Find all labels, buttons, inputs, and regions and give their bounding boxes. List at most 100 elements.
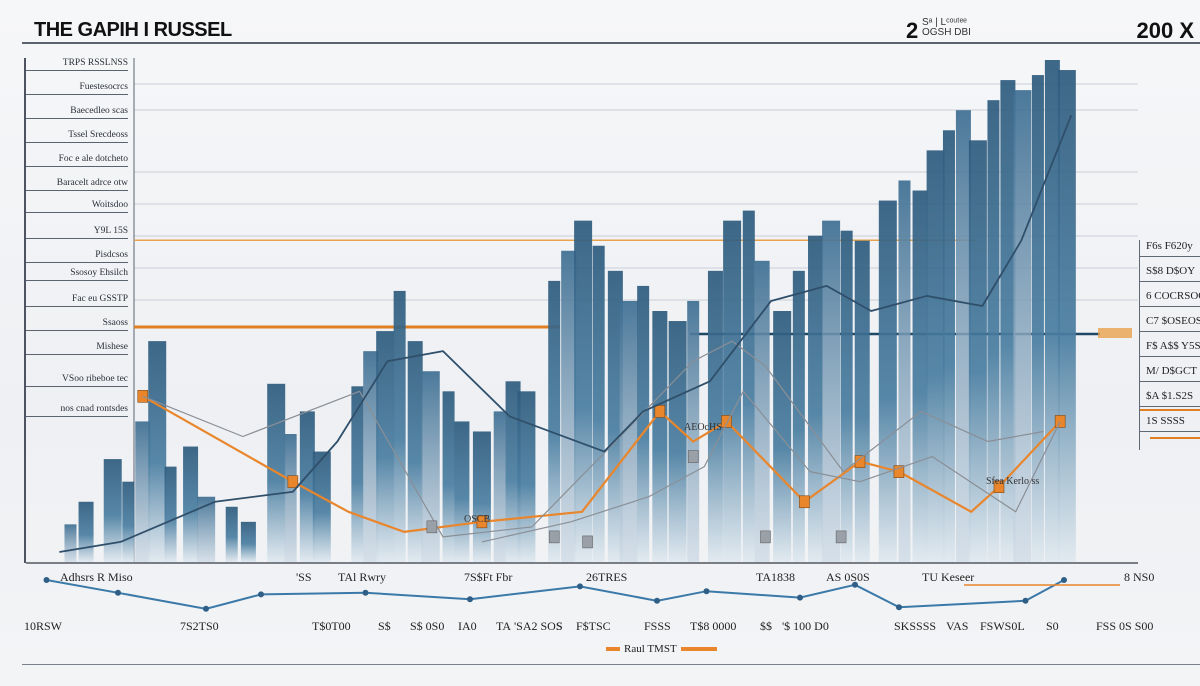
bar xyxy=(898,180,911,563)
bar xyxy=(312,451,331,562)
mini-series-point xyxy=(362,589,369,596)
bottom-label: T$0T00 xyxy=(312,619,351,633)
reference-marker xyxy=(1098,328,1132,338)
bar xyxy=(854,240,870,562)
left-tick-label: Pisdcsos xyxy=(95,250,128,260)
right-tick-label: F$ A$$ Y5S xyxy=(1146,340,1200,352)
left-tick-mark xyxy=(26,212,128,213)
right-tick-label: F6s F620y xyxy=(1146,240,1193,252)
bar xyxy=(926,150,945,563)
mini-series-point xyxy=(203,605,209,612)
mini-series-point xyxy=(896,604,902,611)
bottom-label: VAS xyxy=(946,619,969,633)
bottom-label: 'SA2 SOS xyxy=(514,619,563,633)
left-tick-mark xyxy=(26,118,128,119)
bottom-label: TA xyxy=(496,619,512,633)
right-tick-mark xyxy=(1140,281,1200,282)
bar xyxy=(183,446,199,562)
left-tick-label: Baecedleo scas xyxy=(70,106,128,116)
bar xyxy=(197,496,216,562)
bar xyxy=(393,290,406,562)
header-sub-line-2: OGSH DBI xyxy=(922,27,971,38)
bottom-label: S$ xyxy=(378,619,391,633)
bar xyxy=(574,220,593,562)
bar xyxy=(607,270,623,562)
data-point xyxy=(287,475,299,488)
left-tick-mark xyxy=(26,142,128,143)
x-tick-label: 26TRES xyxy=(586,570,628,584)
data-point xyxy=(654,405,666,418)
series-line xyxy=(481,390,1061,543)
x-tick-label: AS 0S0S xyxy=(826,570,870,584)
bar xyxy=(968,140,987,562)
left-tick-mark xyxy=(26,94,128,95)
right-tick-label: 1S SSSS xyxy=(1146,415,1185,427)
x-tick-label: TAl Rwry xyxy=(338,570,387,584)
bar xyxy=(754,260,770,562)
left-axis-line xyxy=(24,58,26,563)
left-tick-mark xyxy=(26,262,128,263)
bottom-label: S xyxy=(556,619,563,633)
mini-series-point xyxy=(654,597,660,604)
bottom-label: S0 xyxy=(1046,619,1059,633)
bar xyxy=(164,466,177,562)
bar xyxy=(942,130,955,562)
bar xyxy=(1057,70,1076,562)
right-tick-mark xyxy=(1140,356,1200,357)
x-tick-label: 8 NS0 xyxy=(1124,570,1155,584)
bar xyxy=(454,421,470,562)
right-tick-label: M/ D$GCT xyxy=(1146,365,1198,377)
bar xyxy=(822,220,841,562)
left-tick-mark xyxy=(26,190,128,191)
left-tick-label: Y9L 15S xyxy=(93,226,128,236)
bar xyxy=(240,521,256,562)
bar xyxy=(773,311,792,562)
series-line xyxy=(142,395,1061,533)
bar xyxy=(64,524,77,562)
right-tick-mark xyxy=(1140,256,1200,257)
mini-series-point xyxy=(258,591,264,598)
right-tick-label: C7 $OSEOS xyxy=(1146,315,1200,327)
right-tick-mark xyxy=(1140,331,1200,332)
bar xyxy=(517,391,536,562)
bottom-label: $$ xyxy=(760,619,772,633)
bar xyxy=(1044,60,1060,562)
legend: Raul TMST xyxy=(606,643,717,655)
annotation-text: OSCB xyxy=(464,514,490,525)
bar xyxy=(284,433,297,562)
right-tick-mark xyxy=(1140,306,1200,307)
bottom-label: T$8 0000 xyxy=(690,619,737,633)
series-line xyxy=(142,340,1044,538)
left-tick-label: Tssel Srecdeoss xyxy=(68,130,128,140)
bar xyxy=(135,421,151,562)
left-tick-label: Fac eu GSSTP xyxy=(72,294,128,304)
bar xyxy=(363,351,379,562)
mini-series-point xyxy=(1061,577,1067,583)
bar xyxy=(122,481,135,562)
grey-point xyxy=(426,520,438,534)
bottom-label: 10RSW xyxy=(24,619,63,633)
data-point xyxy=(721,415,732,428)
bar xyxy=(78,501,94,562)
bar xyxy=(987,100,1000,562)
legend-swatch-left xyxy=(606,647,620,651)
x-tick-label: TU Keseer xyxy=(922,570,975,584)
annotations: AEOcHS OSCB Sfea Kerlo ss xyxy=(464,422,1039,525)
mini-series-line xyxy=(46,579,1065,610)
left-tick-mark xyxy=(26,416,128,417)
bar xyxy=(707,270,723,562)
bottom-label: SKSSSS xyxy=(894,619,937,633)
bar xyxy=(299,411,315,562)
bar xyxy=(878,200,897,562)
bar xyxy=(225,506,238,562)
header-subtext: Sᵃ | Lᶜᵒᵘᵗᵉᵉ OGSH DBI xyxy=(922,18,971,38)
data-point xyxy=(476,515,488,529)
grey-point xyxy=(582,535,593,549)
bar xyxy=(148,341,167,562)
left-tick-label: VSoo ribeboe tec xyxy=(62,374,128,384)
left-tick-label: Ssosoy Ehsilch xyxy=(70,268,128,278)
left-tick-label: nos cnad rontsdes xyxy=(60,404,128,414)
bar xyxy=(493,411,506,562)
bar xyxy=(687,300,700,562)
bar xyxy=(592,245,605,563)
